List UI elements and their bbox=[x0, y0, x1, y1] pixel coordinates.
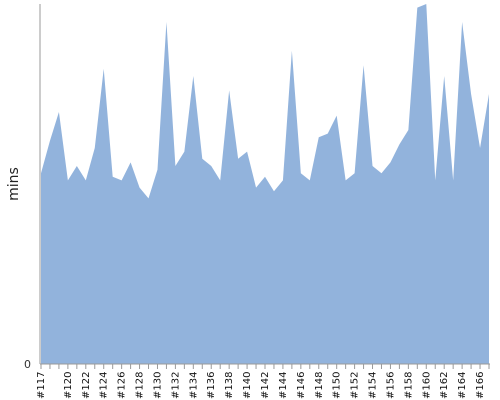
x-tick-label: #140 bbox=[242, 372, 253, 399]
plot-area bbox=[41, 4, 489, 364]
x-tick-label: #138 bbox=[224, 372, 235, 399]
x-tick-label: #124 bbox=[99, 372, 110, 399]
x-tick-label: #154 bbox=[368, 372, 379, 399]
y-tick-label-0: 0 bbox=[24, 358, 31, 371]
x-tick-label: #148 bbox=[314, 372, 325, 399]
x-tick-label: #162 bbox=[439, 372, 450, 399]
area-series bbox=[41, 4, 489, 364]
x-tick-label: #126 bbox=[117, 372, 128, 399]
x-tick-label: #166 bbox=[475, 372, 486, 399]
y-axis-title: mins bbox=[6, 167, 22, 201]
x-tick-label: #132 bbox=[170, 372, 181, 399]
x-tick-label: #160 bbox=[421, 372, 432, 399]
x-tick-label: #134 bbox=[188, 372, 199, 399]
x-tick-label: #120 bbox=[63, 372, 74, 399]
x-tick-label: #142 bbox=[260, 372, 271, 399]
x-tick-label: #130 bbox=[152, 372, 163, 399]
x-tick-label: #164 bbox=[457, 372, 468, 399]
x-tick-label: #136 bbox=[206, 372, 217, 399]
x-tick-label: #144 bbox=[278, 372, 289, 399]
x-tick-label: #117 bbox=[36, 372, 47, 399]
x-tick-label: #150 bbox=[332, 372, 343, 399]
x-tick-label: #156 bbox=[385, 372, 396, 399]
x-ticks: #117 #120 #122 #124 #126 #128 #130 #132 #134 #136… bbox=[36, 364, 490, 399]
x-tick-label: #158 bbox=[403, 372, 414, 399]
x-tick-label: #122 bbox=[81, 372, 92, 399]
x-tick-label: #152 bbox=[350, 372, 361, 399]
x-tick-label: #128 bbox=[135, 372, 146, 399]
x-tick-label: #146 bbox=[296, 372, 307, 399]
